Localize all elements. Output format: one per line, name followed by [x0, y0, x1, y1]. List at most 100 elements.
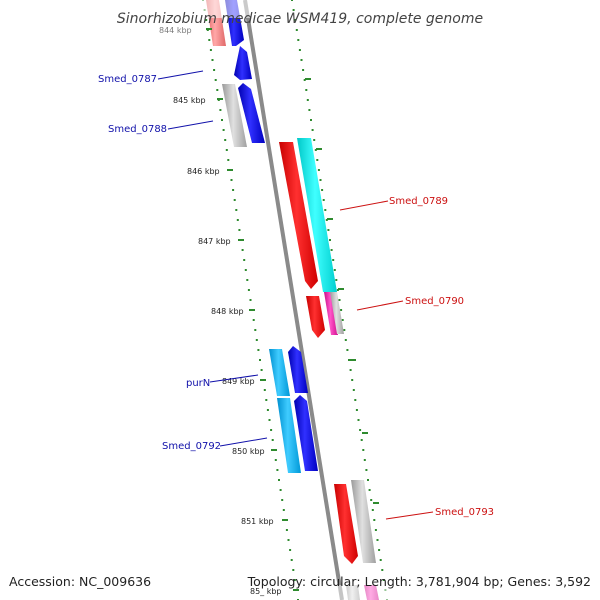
track-dot	[224, 139, 227, 141]
track-dot	[333, 269, 336, 271]
track-dot	[371, 509, 374, 511]
track-dot	[213, 69, 216, 71]
track-dot	[290, 559, 293, 561]
tick-label: 844 kbp	[159, 26, 192, 35]
tick-label: 846 kbp	[187, 167, 220, 176]
label-leaders	[157, 70, 434, 520]
track-dot	[319, 179, 322, 181]
track-dot	[311, 129, 314, 131]
track-dot	[341, 319, 344, 321]
gene-label[interactable]: Smed_0792	[162, 441, 221, 452]
track-dot	[349, 369, 352, 371]
track-dot	[252, 319, 255, 321]
track-dot	[209, 49, 212, 51]
track-dot	[292, 569, 295, 571]
track-dot	[211, 59, 214, 61]
track-dot	[357, 419, 360, 421]
track-dot	[265, 399, 268, 401]
track-dot	[281, 499, 284, 501]
track-dot	[336, 289, 339, 291]
topology-text: Topology: circular; Length: 3,781,904 bp…	[247, 574, 591, 589]
track-dot	[330, 249, 333, 251]
track-dot	[279, 489, 282, 491]
track-dot	[360, 439, 363, 441]
track-dot	[268, 419, 271, 421]
track-dot	[278, 479, 280, 481]
gene-edge-top	[200, 0, 260, 46]
track-dot	[294, 19, 297, 21]
track-dot	[346, 349, 349, 351]
track-dot	[298, 49, 301, 51]
track-dot	[246, 279, 249, 281]
track-dot	[329, 239, 331, 241]
gene-labels: Smed_0787 Smed_0788 Smed_0789 Smed_0790 …	[98, 74, 494, 518]
track-dot	[225, 149, 228, 151]
track-dot	[243, 259, 246, 261]
gene-smed-0792-arrow	[294, 395, 318, 471]
gene-label[interactable]: Smed_0793	[435, 507, 494, 518]
track-dot	[230, 179, 233, 181]
track-dot	[321, 189, 324, 191]
gene-label[interactable]: Smed_0787	[98, 74, 157, 85]
tick-label: 85_ kbp	[250, 587, 282, 596]
track-dot	[219, 109, 222, 111]
track-dot	[376, 539, 379, 541]
track-dot	[363, 459, 366, 461]
track-dot	[270, 429, 273, 431]
track-dot	[310, 119, 312, 121]
track-dot	[241, 249, 244, 251]
gene-label[interactable]: Smed_0789	[389, 196, 448, 207]
gene-label[interactable]: Smed_0788	[108, 124, 167, 135]
gene-label[interactable]: purN	[186, 378, 210, 389]
track-dot	[368, 489, 371, 491]
track-dot	[297, 39, 300, 41]
gene-smed-0789-red	[279, 142, 318, 289]
track-dot	[381, 569, 384, 571]
track-dot	[362, 449, 365, 451]
track-dot	[263, 389, 266, 391]
track-dot	[282, 509, 285, 511]
gene-smed-0792-sky	[277, 398, 301, 473]
track-dot	[327, 229, 330, 231]
track-dot	[313, 139, 316, 141]
track-dot	[254, 329, 257, 331]
track-dot	[300, 59, 303, 61]
track-dot	[255, 339, 258, 341]
genome-backbone	[243, 0, 344, 600]
track-dot	[305, 89, 308, 91]
tick-label: 849 kbp	[222, 377, 255, 386]
track-dot	[370, 499, 373, 501]
track-dot	[222, 129, 225, 131]
track-dot	[365, 469, 368, 471]
track-dot	[292, 9, 295, 11]
track-dot	[325, 219, 328, 221]
track-dot	[343, 329, 346, 331]
track-dot	[374, 529, 377, 531]
gene-label[interactable]: Smed_0790	[405, 296, 464, 307]
track-dot	[373, 519, 376, 521]
track-dot	[352, 389, 355, 391]
track-dot	[303, 79, 306, 81]
gene-purn-arrow	[288, 346, 308, 393]
track-dot	[232, 189, 235, 191]
scale-ticks: 844 kbp 845 kbp 846 kbp 847 kbp 848 kbp …	[159, 26, 299, 596]
gene-smed-0790-gray	[330, 292, 344, 334]
track-dot	[238, 229, 241, 231]
track-dot	[367, 479, 369, 481]
track-dot	[335, 279, 338, 281]
track-dot	[274, 459, 277, 461]
tick-label: 850 kbp	[232, 447, 265, 456]
track-dot	[233, 199, 236, 201]
track-dot	[259, 359, 261, 361]
track-dot	[344, 339, 347, 341]
track-dot	[379, 559, 382, 561]
map-title: Sinorhizobium medicae WSM419, complete g…	[117, 11, 483, 27]
track-dot	[359, 429, 362, 431]
track-dot	[285, 529, 288, 531]
track-dot	[271, 439, 274, 441]
genes-layer	[222, 46, 390, 600]
track-dot	[236, 219, 239, 221]
right-track-marks	[305, 78, 379, 504]
gene-smed-0787-arrow	[234, 46, 252, 80]
